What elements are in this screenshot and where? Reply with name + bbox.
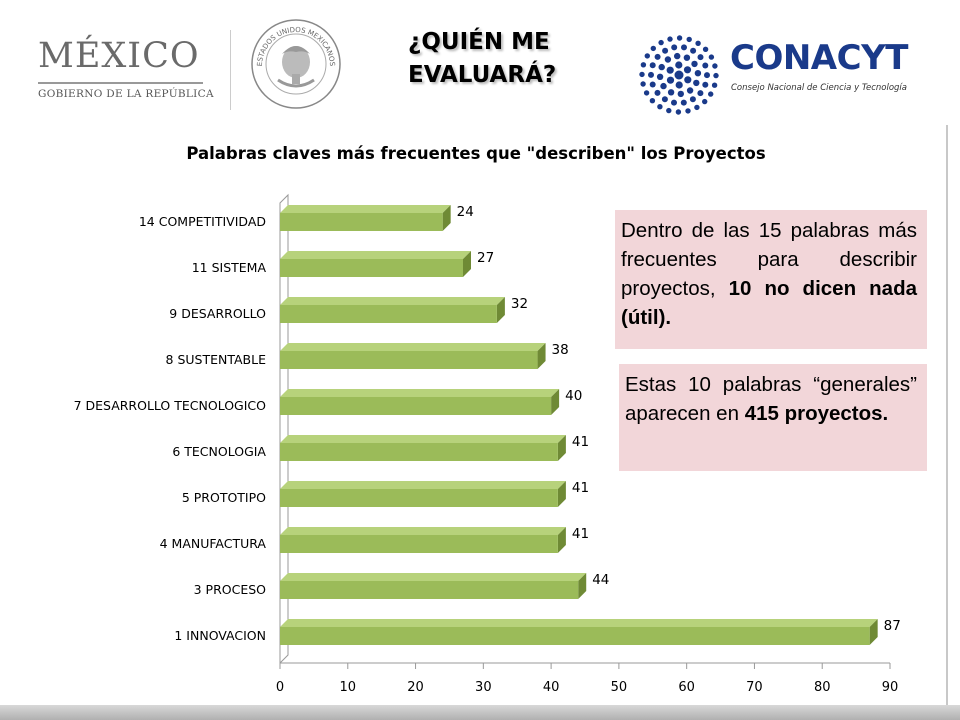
slide-title-line1: ¿QUIÉN ME <box>408 29 550 55</box>
mexico-subtitle: GOBIERNO DE LA REPÚBLICA <box>38 88 214 100</box>
bar-front-face <box>280 213 443 231</box>
bar-top-face <box>280 619 878 627</box>
bar-front-face <box>280 259 463 277</box>
bar <box>280 251 471 277</box>
bar-side-face <box>578 573 587 599</box>
x-tick-label: 40 <box>543 680 560 695</box>
x-tick-label: 50 <box>611 680 628 695</box>
data-label: 41 <box>572 480 589 496</box>
chart-x-tick-labels: 0 10 20 30 40 50 60 70 80 90 <box>276 680 898 695</box>
bar <box>280 573 587 599</box>
slide-footer-bar <box>0 705 960 720</box>
bar-side-face <box>442 205 451 231</box>
bar-top-face <box>280 527 566 535</box>
chart-category-labels: 1 INNOVACION 3 PROCESO 4 MANUFACTURA 5 PROT… <box>74 214 267 643</box>
chart-bars <box>280 205 878 645</box>
data-label: 87 <box>884 618 901 634</box>
bar <box>280 297 505 323</box>
x-tick-label: 80 <box>814 680 831 695</box>
data-label: 44 <box>592 572 609 588</box>
data-label: 41 <box>572 434 589 450</box>
slide-header: MÉXICO GOBIERNO DE LA REPÚBLICA ESTADOS … <box>0 0 960 120</box>
mexico-logo-rule <box>38 82 203 84</box>
callout-1-bold: 10 no dicen nada (útil). <box>621 277 917 329</box>
category-label: 1 INNOVACION <box>174 628 266 643</box>
category-label: 3 PROCESO <box>194 582 267 597</box>
x-tick-label: 90 <box>882 680 899 695</box>
callout-2-text: Estas 10 palabras “generales” aparecen e… <box>625 373 917 425</box>
data-label: 27 <box>477 250 494 266</box>
bar-top-face <box>280 343 546 351</box>
x-tick-label: 60 <box>678 680 695 695</box>
bar-top-face <box>280 251 471 259</box>
bar-top-face <box>280 297 505 305</box>
category-label: 6 TECNOLOGIA <box>172 444 266 459</box>
bar <box>280 205 451 231</box>
chart-title: Palabras claves más frecuentes que "desc… <box>186 144 765 163</box>
bar-side-face <box>557 481 566 507</box>
category-label: 9 DESARROLLO <box>169 306 266 321</box>
bar <box>280 481 566 507</box>
bar-side-face <box>496 297 505 323</box>
category-label: 14 COMPETITIVIDAD <box>139 214 266 229</box>
data-label: 24 <box>457 204 474 220</box>
bar-top-face <box>280 205 451 213</box>
data-label: 41 <box>572 526 589 542</box>
category-label: 7 DESARROLLO TECNOLOGICO <box>74 398 267 413</box>
mexico-wordmark: MÉXICO <box>38 36 200 76</box>
bar-top-face <box>280 573 587 581</box>
bar <box>280 343 546 369</box>
bar-top-face <box>280 435 566 443</box>
conacyt-wordmark: CONACYT <box>730 38 908 78</box>
x-tick-label: 10 <box>340 680 357 695</box>
bar <box>280 619 878 645</box>
x-tick-label: 30 <box>475 680 492 695</box>
data-label: 40 <box>565 388 582 404</box>
conacyt-subtitle: Consejo Nacional de Ciencia y Tecnología <box>731 83 907 93</box>
slide-title-line2: EVALUARÁ? <box>408 62 557 88</box>
bar-front-face <box>280 351 538 369</box>
mexico-logo: MÉXICO GOBIERNO DE LA REPÚBLICA <box>38 36 214 100</box>
slide-right-edge <box>946 125 948 715</box>
bar-front-face <box>280 489 558 507</box>
x-tick-label: 20 <box>407 680 424 695</box>
bar-side-face <box>869 619 878 645</box>
category-label: 4 MANUFACTURA <box>160 536 267 551</box>
national-seal-icon: ESTADOS UNIDOS MEXICANOS <box>251 19 341 109</box>
x-tick-label: 70 <box>746 680 763 695</box>
bar-front-face <box>280 627 870 645</box>
x-tick-label: 0 <box>276 680 284 695</box>
category-label: 11 SISTEMA <box>192 260 267 275</box>
bar-top-face <box>280 481 566 489</box>
conacyt-dots-logo-icon <box>639 35 719 115</box>
callout-box-2: Estas 10 palabras “generales” aparecen e… <box>619 364 927 471</box>
bar-front-face <box>280 581 579 599</box>
bar <box>280 435 566 461</box>
bar-front-face <box>280 535 558 553</box>
bar-front-face <box>280 397 552 415</box>
bar-front-face <box>280 443 558 461</box>
data-label: 32 <box>511 296 528 312</box>
bar-side-face <box>537 343 546 369</box>
header-divider <box>230 30 231 110</box>
category-label: 8 SUSTENTABLE <box>166 352 267 367</box>
data-label: 38 <box>552 342 569 358</box>
bar-top-face <box>280 389 560 397</box>
bar-side-face <box>551 389 560 415</box>
slide-title: ¿QUIÉN ME EVALUARÁ? <box>408 26 608 92</box>
callout-box-1: Dentro de las 15 palabras más frecuentes… <box>615 210 927 349</box>
bar <box>280 527 566 553</box>
category-label: 5 PROTOTIPO <box>182 490 266 505</box>
bar-side-face <box>557 527 566 553</box>
callout-2-bold: 415 proyectos. <box>744 402 889 425</box>
bar <box>280 389 560 415</box>
chart-data-labels: 87 44 41 41 41 40 38 32 27 24 <box>457 204 901 634</box>
callout-1-text: Dentro de las 15 palabras más frecuentes… <box>621 219 917 300</box>
bar-front-face <box>280 305 497 323</box>
bar-side-face <box>557 435 566 461</box>
bar-side-face <box>463 251 471 277</box>
